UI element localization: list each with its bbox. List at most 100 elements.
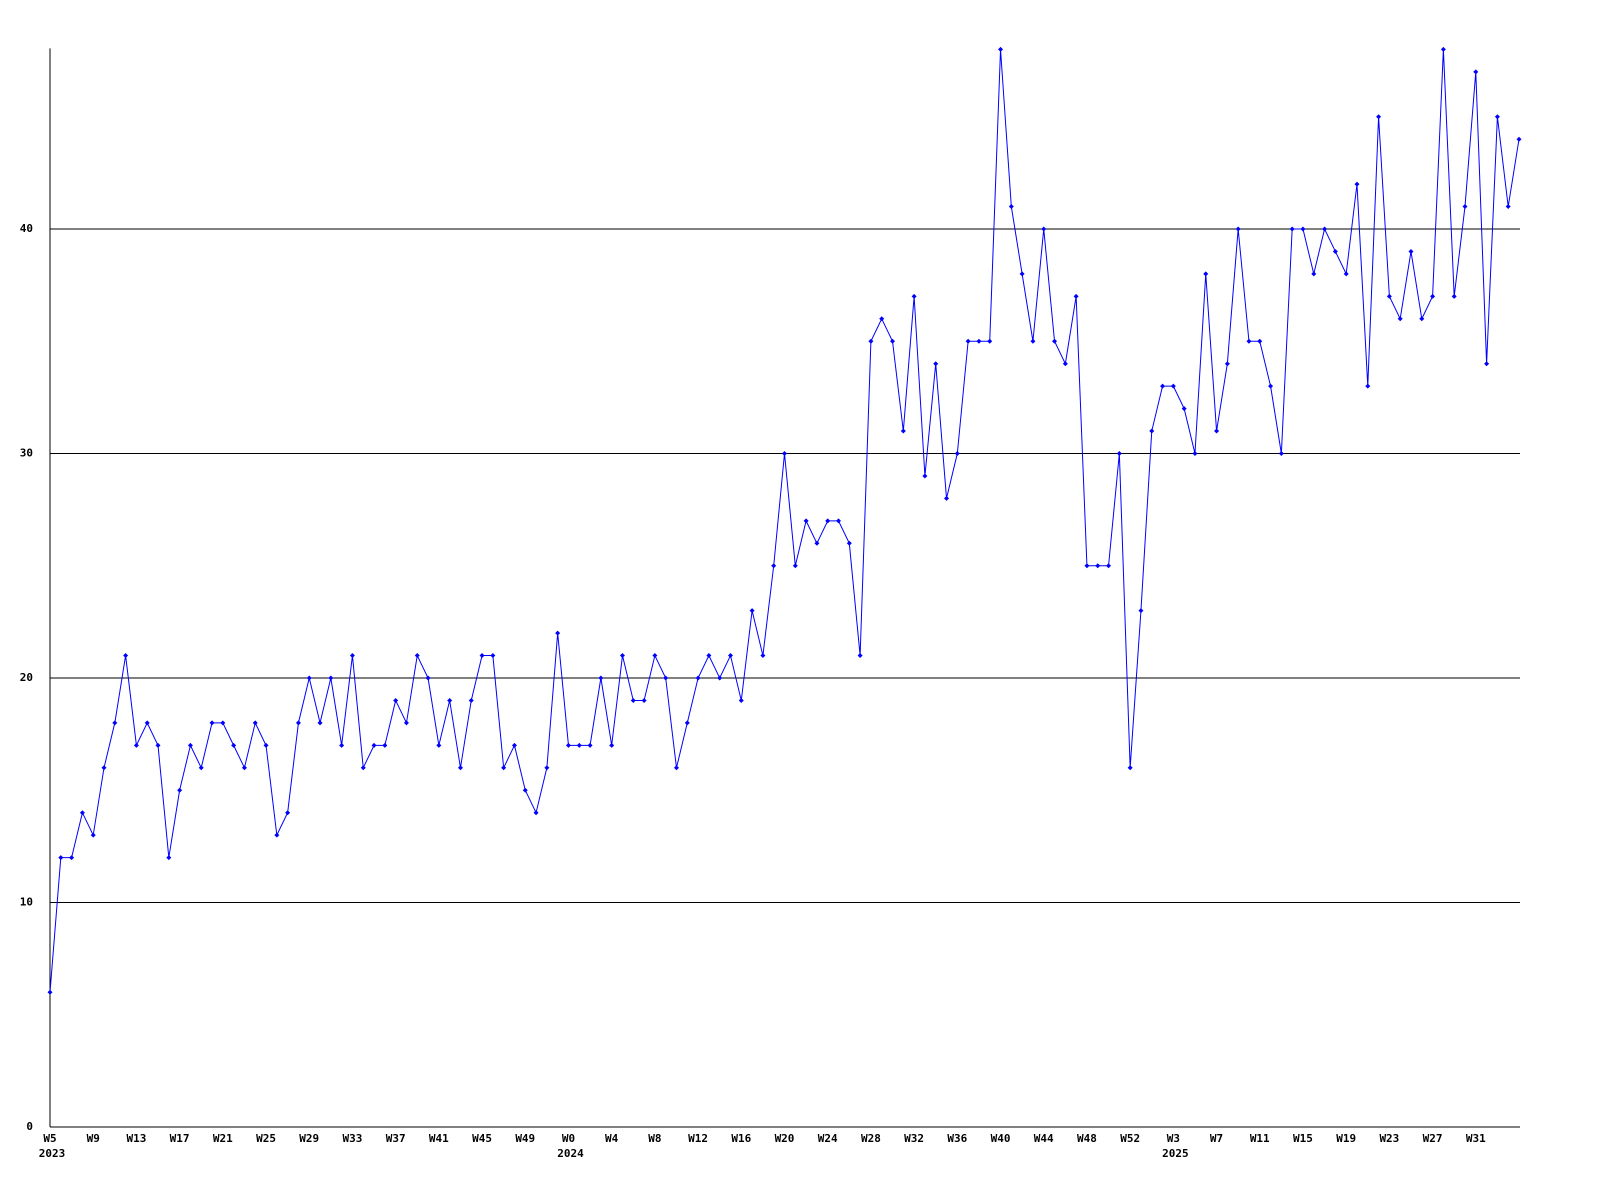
data-point bbox=[1451, 293, 1457, 299]
data-point bbox=[1397, 316, 1403, 322]
data-point bbox=[306, 675, 312, 681]
x-tick-label: W20 bbox=[775, 1132, 795, 1145]
data-point bbox=[1127, 765, 1133, 771]
data-point bbox=[1214, 428, 1220, 434]
x-tick-label: W19 bbox=[1336, 1132, 1356, 1145]
data-point bbox=[857, 653, 863, 659]
data-point bbox=[360, 765, 366, 771]
data-point bbox=[1430, 293, 1436, 299]
data-point bbox=[436, 742, 442, 748]
data-point bbox=[112, 720, 118, 726]
data-point bbox=[101, 765, 107, 771]
x-tick-label: W15 bbox=[1293, 1132, 1313, 1145]
x-tick-label: W4 bbox=[605, 1132, 619, 1145]
data-point bbox=[565, 742, 571, 748]
x-tick-label: W28 bbox=[861, 1132, 881, 1145]
x-tick-label: W31 bbox=[1466, 1132, 1486, 1145]
x-tick-label: W29 bbox=[299, 1132, 319, 1145]
data-point bbox=[1354, 181, 1360, 187]
data-point bbox=[274, 832, 280, 838]
data-point bbox=[1257, 338, 1263, 344]
data-point bbox=[922, 473, 928, 479]
x-tick-label: W11 bbox=[1250, 1132, 1270, 1145]
y-tick-label: 0 bbox=[26, 1120, 33, 1133]
x-tick-label: W32 bbox=[904, 1132, 924, 1145]
data-point bbox=[1311, 271, 1317, 277]
data-line bbox=[49, 49, 1520, 993]
data-point bbox=[836, 518, 842, 524]
x-tick-label: W8 bbox=[648, 1132, 661, 1145]
data-point bbox=[1095, 563, 1101, 569]
data-point bbox=[447, 697, 453, 703]
data-point bbox=[1073, 293, 1079, 299]
year-label: 2025 bbox=[1162, 1147, 1189, 1160]
y-tick-label: 20 bbox=[20, 671, 33, 684]
data-point bbox=[587, 742, 593, 748]
data-point bbox=[1473, 69, 1479, 75]
data-point bbox=[1376, 114, 1382, 120]
data-point bbox=[285, 810, 291, 816]
data-point bbox=[1192, 451, 1198, 456]
x-tick-label: W23 bbox=[1379, 1132, 1399, 1145]
data-point bbox=[890, 338, 896, 344]
x-tick-label: W17 bbox=[170, 1132, 190, 1145]
data-point bbox=[900, 428, 906, 434]
data-point bbox=[1484, 361, 1490, 367]
y-tick-label: 40 bbox=[20, 222, 33, 235]
data-point bbox=[976, 338, 982, 344]
data-point bbox=[393, 697, 399, 703]
data-point bbox=[1041, 226, 1047, 232]
data-point bbox=[576, 742, 582, 748]
data-point bbox=[609, 742, 615, 748]
data-point bbox=[782, 451, 787, 456]
data-point bbox=[511, 742, 517, 748]
data-point bbox=[911, 293, 917, 299]
data-point bbox=[1149, 428, 1155, 434]
data-point bbox=[1300, 226, 1306, 232]
data-point bbox=[403, 720, 409, 726]
x-tick-label: W3 bbox=[1167, 1132, 1180, 1145]
data-point bbox=[382, 742, 388, 748]
data-point bbox=[727, 653, 733, 659]
data-point bbox=[1332, 248, 1338, 254]
data-point bbox=[1008, 204, 1014, 210]
data-point bbox=[1235, 226, 1241, 232]
data-point bbox=[69, 855, 75, 861]
data-point bbox=[295, 720, 301, 726]
data-point bbox=[760, 653, 766, 659]
data-point bbox=[1419, 316, 1425, 322]
data-point bbox=[868, 338, 874, 344]
x-tick-label: W5 bbox=[43, 1132, 56, 1145]
data-point bbox=[933, 361, 939, 367]
x-tick-label: W7 bbox=[1210, 1132, 1223, 1145]
data-point bbox=[123, 653, 129, 659]
data-point bbox=[1052, 338, 1058, 344]
data-point bbox=[133, 742, 139, 748]
data-point bbox=[155, 742, 161, 748]
data-point bbox=[349, 653, 355, 659]
data-point bbox=[1019, 271, 1025, 277]
data-point bbox=[252, 720, 258, 726]
data-point bbox=[522, 787, 528, 793]
data-point bbox=[771, 563, 777, 569]
data-point bbox=[738, 697, 744, 703]
data-point bbox=[1084, 563, 1090, 569]
data-point bbox=[641, 697, 647, 703]
year-label: 2023 bbox=[39, 1147, 66, 1160]
data-point bbox=[144, 720, 150, 726]
data-point bbox=[630, 697, 636, 703]
data-point bbox=[425, 675, 431, 681]
data-point bbox=[79, 810, 85, 816]
data-point bbox=[1170, 383, 1176, 389]
data-point bbox=[987, 338, 993, 344]
data-point bbox=[479, 653, 485, 659]
x-tick-label: W37 bbox=[386, 1132, 406, 1145]
data-point bbox=[717, 675, 723, 681]
data-point bbox=[1278, 451, 1284, 456]
data-point bbox=[598, 675, 604, 681]
data-point bbox=[1505, 204, 1511, 210]
data-point bbox=[328, 675, 334, 681]
x-tick-label: W33 bbox=[343, 1132, 363, 1145]
y-tick-label: 30 bbox=[20, 447, 33, 460]
data-point bbox=[965, 338, 971, 344]
